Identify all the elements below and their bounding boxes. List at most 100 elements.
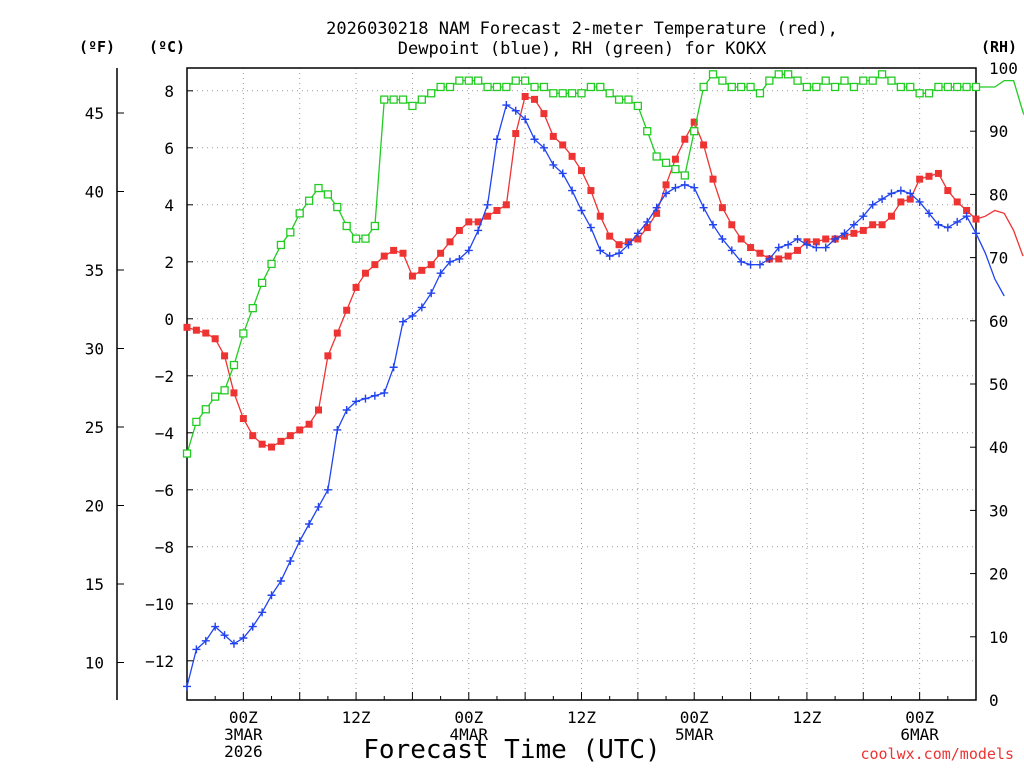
- data-point: [615, 241, 623, 249]
- data-point: [202, 329, 210, 337]
- data-point: [700, 141, 708, 149]
- data-point: [812, 243, 821, 252]
- data-point: [343, 306, 351, 314]
- data-point: [962, 212, 971, 221]
- data-point: [295, 209, 304, 218]
- data-point: [671, 155, 679, 163]
- data-point: [531, 95, 539, 103]
- time-tick-label: 00Z: [680, 708, 709, 727]
- data-point: [737, 82, 746, 92]
- data-point: [868, 200, 877, 209]
- data-point: [878, 195, 887, 204]
- data-point: [765, 76, 774, 85]
- data-point: [859, 212, 868, 221]
- data-point: [869, 221, 877, 229]
- time-tick-label: 00Z: [229, 708, 258, 727]
- data-point: [304, 196, 314, 205]
- gridlines: [187, 68, 976, 700]
- fahrenheit-tick-label: 20: [85, 497, 104, 516]
- data-point: [182, 449, 192, 458]
- data-point: [953, 82, 962, 92]
- data-point: [962, 82, 971, 92]
- data-point: [492, 135, 501, 144]
- data-point: [925, 172, 933, 180]
- data-point: [624, 95, 633, 104]
- data-point: [718, 235, 727, 243]
- data-point: [267, 591, 276, 600]
- data-point: [728, 221, 736, 229]
- rh-tick-label: 30: [989, 501, 1008, 520]
- data-point: [502, 82, 511, 92]
- data-point: [783, 70, 793, 79]
- data-point: [436, 82, 445, 92]
- data-point: [521, 115, 530, 124]
- data-point: [681, 135, 689, 143]
- data-point: [653, 209, 661, 217]
- fahrenheit-tick-label: 25: [85, 418, 104, 437]
- data-point: [408, 311, 417, 320]
- data-point: [520, 76, 530, 85]
- data-point: [887, 189, 896, 198]
- data-point: [614, 95, 624, 104]
- data-point: [821, 243, 830, 252]
- data-point: [192, 326, 200, 334]
- data-point: [859, 76, 868, 85]
- data-point: [586, 223, 595, 232]
- data-point: [953, 198, 961, 206]
- data-point: [906, 195, 914, 203]
- time-tick-label: 4MAR: [450, 725, 489, 744]
- time-tick-label: 00Z: [905, 708, 934, 727]
- data-point: [370, 391, 379, 400]
- data-point: [455, 76, 464, 85]
- data-point: [887, 212, 895, 220]
- data-point: [559, 141, 567, 149]
- data-point: [897, 198, 905, 206]
- data-point: [221, 352, 229, 360]
- data-point: [371, 261, 379, 269]
- data-point: [690, 183, 699, 192]
- data-point: [671, 164, 680, 174]
- data-point: [361, 234, 370, 243]
- data-point: [539, 143, 548, 152]
- data-point: [549, 132, 557, 140]
- data-point: [568, 152, 576, 160]
- data-point: [268, 443, 276, 451]
- rh-tick-label: 60: [989, 312, 1008, 331]
- data-point: [652, 203, 661, 212]
- data-point: [963, 207, 971, 214]
- celsius-tick-label: −4: [155, 424, 174, 443]
- axis-unit-labels: (ºF) (ºC) (RH): [79, 38, 1017, 56]
- data-point: [624, 240, 633, 249]
- rh-tick-label: 20: [989, 565, 1008, 584]
- time-tick-label: 12Z: [342, 708, 371, 727]
- data-point: [333, 425, 342, 434]
- fahrenheit-tick-label: 30: [85, 340, 104, 359]
- data-point: [906, 189, 915, 198]
- data-point: [465, 218, 473, 226]
- data-point: [634, 235, 642, 243]
- chart-title: 2026030218 NAM Forecast 2-meter Temperat…: [326, 19, 838, 39]
- data-point: [802, 240, 811, 249]
- rh-tick-label: 70: [989, 249, 1008, 268]
- data-point: [568, 186, 577, 195]
- data-point: [305, 520, 314, 528]
- data-point: [502, 101, 511, 110]
- data-point: [567, 89, 577, 98]
- data-point: [418, 266, 426, 274]
- series-dewpoint: [183, 101, 1005, 691]
- data-point: [258, 608, 267, 617]
- data-point: [249, 432, 257, 440]
- data-point: [633, 101, 643, 111]
- data-point: [784, 240, 793, 249]
- data-point: [549, 89, 558, 98]
- credit-text: coolwx.com/models: [860, 745, 1014, 763]
- data-point: [699, 203, 708, 212]
- data-point: [276, 577, 285, 585]
- celsius-tick-label: 4: [164, 196, 174, 215]
- data-point: [399, 317, 408, 326]
- data-point: [680, 171, 689, 180]
- x-axis-title: Forecast Time (UTC): [363, 735, 660, 765]
- data-point: [587, 187, 595, 195]
- time-tick-label: 00Z: [454, 708, 483, 727]
